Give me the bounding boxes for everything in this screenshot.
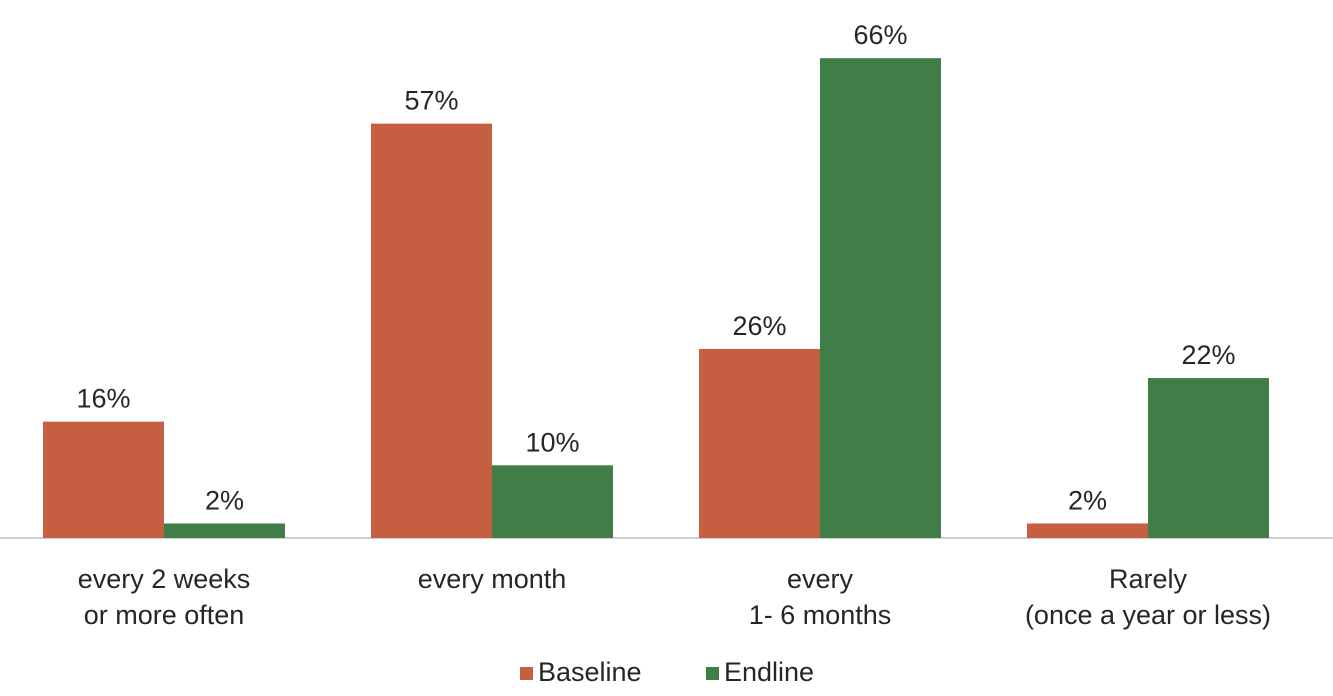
- category-labels-group: every 2 weeks or more often every month eve…: [78, 564, 1271, 630]
- data-label-endline-3: 22%: [1181, 340, 1235, 370]
- legend-label-endline: Endline: [724, 657, 814, 687]
- category-label-2-line-1: 1- 6 months: [749, 600, 892, 630]
- data-label-baseline-2: 26%: [732, 311, 786, 341]
- legend-swatch-baseline: [520, 667, 533, 680]
- data-label-baseline-0: 16%: [76, 384, 130, 414]
- bars-group: [43, 58, 1269, 539]
- bar-baseline-0: [43, 421, 164, 538]
- data-label-baseline-1: 57%: [404, 86, 458, 116]
- data-label-baseline-3: 2%: [1068, 485, 1107, 515]
- bar-baseline-2: [699, 348, 820, 538]
- legend-label-baseline: Baseline: [538, 657, 642, 687]
- bar-endline-2: [820, 58, 941, 539]
- bar-baseline-3: [1027, 523, 1148, 538]
- category-label-1-line-0: every month: [418, 564, 567, 594]
- legend: Baseline Endline: [520, 657, 814, 687]
- category-label-2-line-0: every: [787, 564, 854, 594]
- bar-endline-3: [1148, 378, 1269, 538]
- category-label-0-line-0: every 2 weeks: [78, 564, 251, 594]
- value-labels-group: 16% 2% 57% 10% 26% 66% 2% 22%: [76, 20, 1235, 515]
- bar-endline-1: [492, 465, 613, 538]
- category-label-3-line-1: (once a year or less): [1025, 600, 1271, 630]
- legend-swatch-endline: [706, 667, 719, 680]
- category-label-0-line-1: or more often: [84, 600, 245, 630]
- data-label-endline-0: 2%: [205, 485, 244, 515]
- bar-baseline-1: [371, 123, 492, 539]
- data-label-endline-2: 66%: [853, 20, 907, 50]
- bar-endline-0: [164, 523, 285, 538]
- data-label-endline-1: 10%: [525, 427, 579, 457]
- category-label-3-line-0: Rarely: [1109, 564, 1188, 594]
